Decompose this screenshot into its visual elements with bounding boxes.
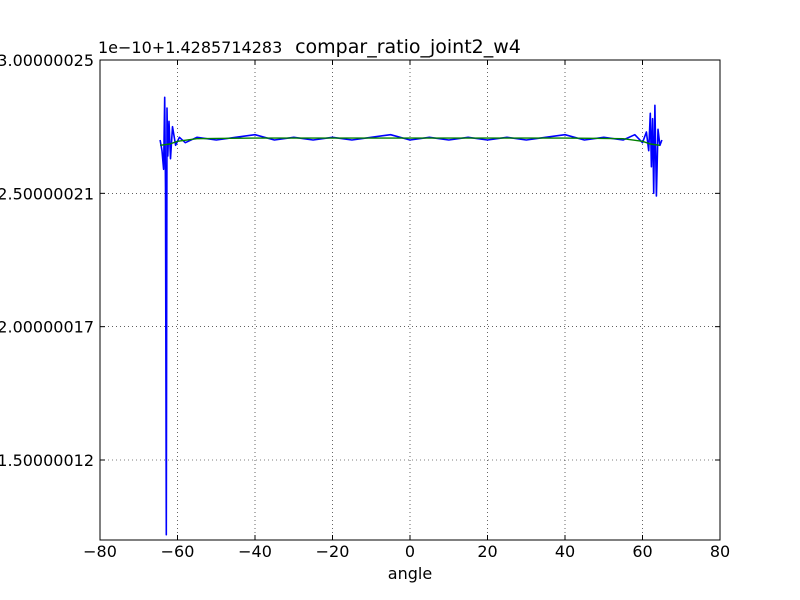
x-tick-label: −60 [161,542,195,561]
x-tick-label: 60 [632,542,652,561]
x-tick-label: 20 [477,542,497,561]
x-tick-label: 80 [710,542,730,561]
series-layer [159,96,663,536]
y-tick-label: 3.00000025 [0,51,94,70]
x-tick-label: −80 [83,542,117,561]
y-tick-label: 2.00000017 [0,318,94,337]
x-tick-label: −20 [316,542,350,561]
ticks: −80 −60 −40 −20 0 20 40 60 80 1.50000012 2.0000001… [0,51,730,561]
y-offset-text: 1e−10+1.4285714283 [98,38,282,57]
x-tick-label: −40 [238,542,272,561]
x-axis-label: angle [388,564,432,583]
series-line-1 [159,96,663,536]
x-tick-label: 40 [555,542,575,561]
series-line-2 [160,137,660,146]
y-tick-label: 1.50000012 [0,451,94,470]
y-tick-label: 2.50000021 [0,184,94,203]
x-tick-label: 0 [405,542,415,561]
chart-title: compar_ratio_joint2_w4 [295,36,521,58]
